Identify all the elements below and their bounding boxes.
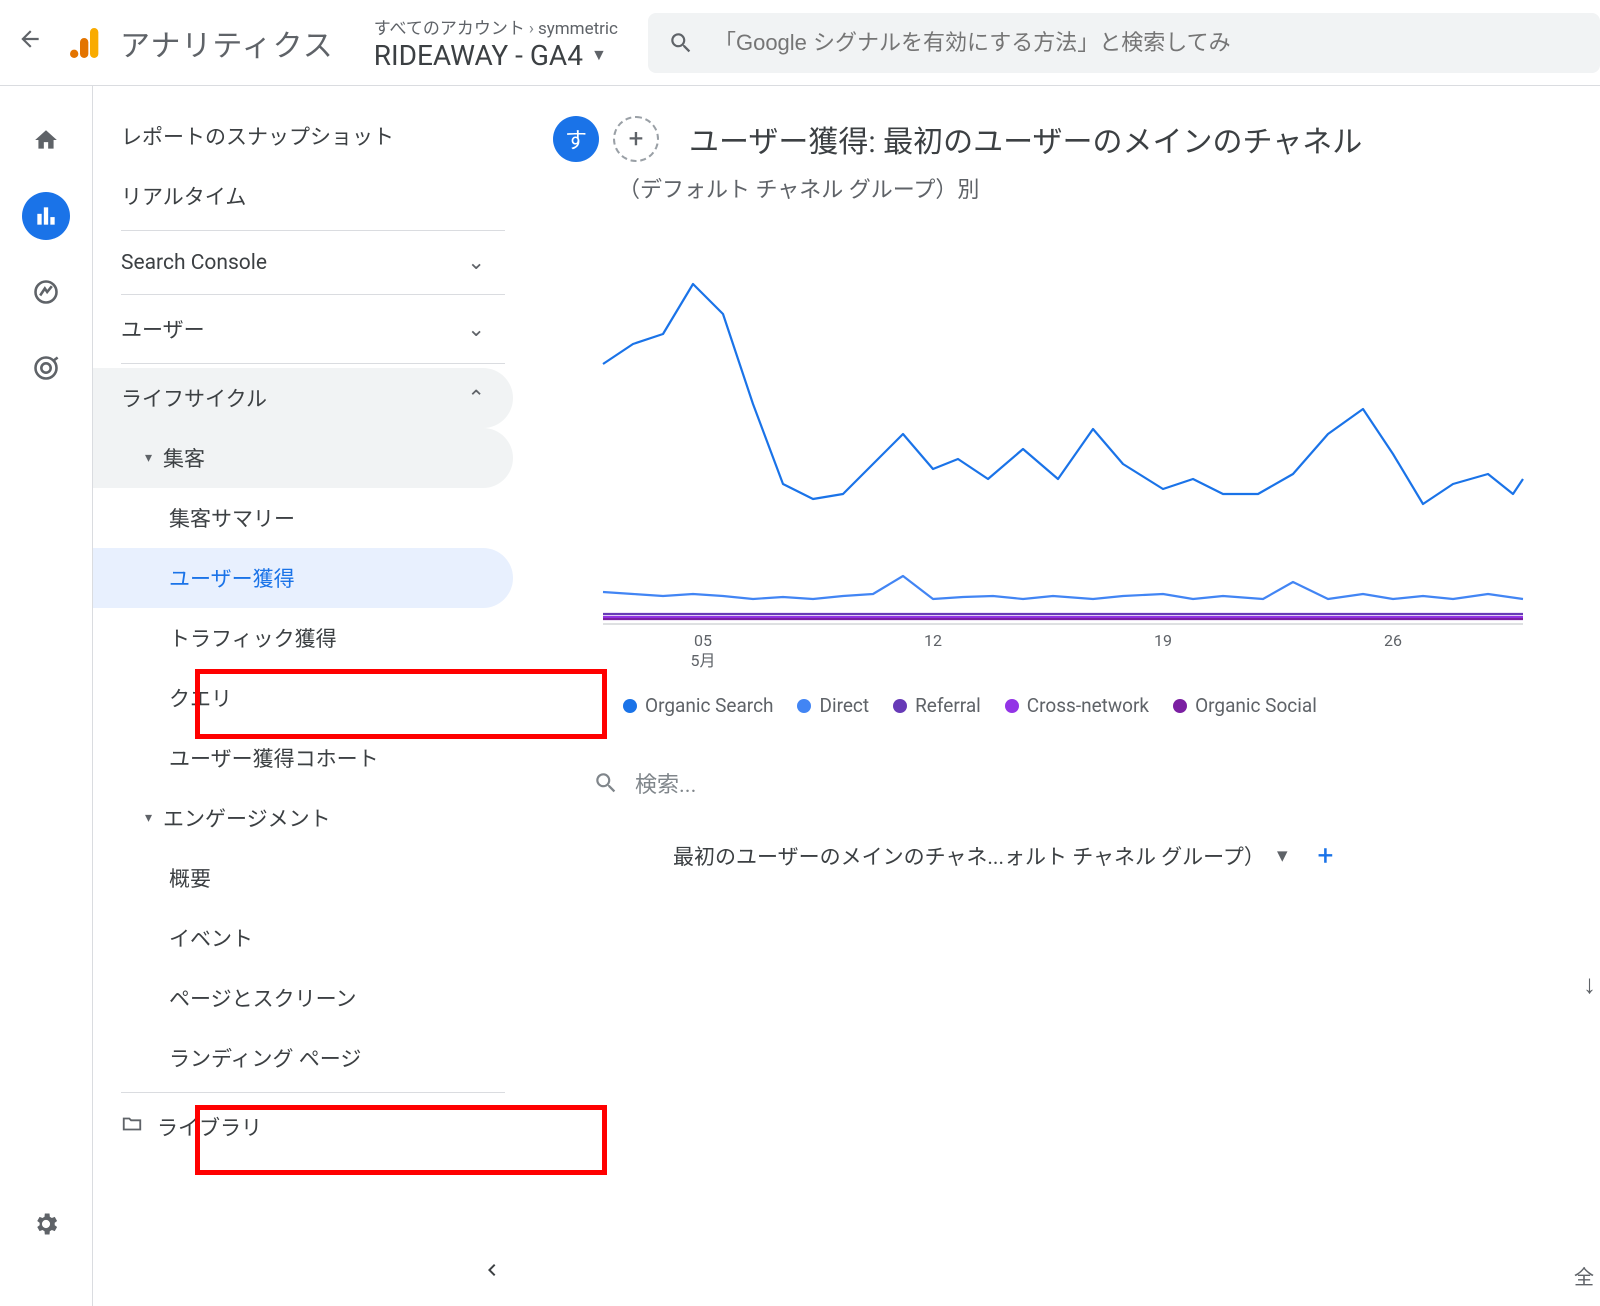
table-search-placeholder: 検索...	[635, 767, 696, 799]
sidebar-collapse-button[interactable]	[479, 1258, 503, 1286]
segment-chip[interactable]: す	[553, 116, 599, 162]
legend-item[interactable]: Referral	[893, 694, 981, 717]
footer-text: 全	[1574, 1261, 1594, 1290]
sidebar-snapshot[interactable]: レポートのスナップショット	[93, 106, 513, 166]
legend-item[interactable]: Organic Search	[623, 694, 773, 717]
sidebar-landing[interactable]: ランディング ページ	[93, 1028, 513, 1088]
sidebar-acquisition[interactable]: ▾集客	[93, 428, 513, 488]
search-icon	[668, 30, 694, 56]
caret-down-icon: ▾	[1277, 843, 1288, 868]
sidebar-user[interactable]: ユーザー⌄	[93, 299, 513, 359]
app-header: アナリティクス すべてのアカウント›symmetric RIDEAWAY - G…	[0, 0, 1600, 86]
legend-dot-icon	[623, 699, 637, 713]
rail-admin[interactable]	[22, 1200, 70, 1248]
sidebar-lifecycle[interactable]: ライフサイクル⌃	[93, 368, 513, 428]
brand-name: アナリティクス	[120, 21, 334, 65]
sidebar-pages-screens[interactable]: ページとスクリーン	[93, 968, 513, 1028]
global-search[interactable]	[648, 13, 1600, 73]
add-segment-button[interactable]: +	[613, 116, 659, 162]
rail-explore[interactable]	[22, 268, 70, 316]
nav-rail	[0, 86, 93, 1306]
sidebar-query[interactable]: クエリ	[93, 668, 513, 728]
account-switcher[interactable]: すべてのアカウント›symmetric RIDEAWAY - GA4▼	[374, 14, 618, 72]
caret-down-icon: ▾	[145, 450, 163, 466]
chart-legend: Organic Search Direct Referral Cross-networ…	[623, 694, 1600, 717]
sidebar-user-acq-cohort[interactable]: ユーザー獲得コホート	[93, 728, 513, 788]
legend-label: Organic Search	[645, 694, 773, 717]
table-search[interactable]: 検索...	[593, 767, 1600, 799]
sidebar-events[interactable]: イベント	[93, 908, 513, 968]
svg-text:05: 05	[694, 631, 712, 650]
line-chart: 055月 12 19 26	[593, 234, 1533, 674]
table-dimension-header[interactable]: 最初のユーザーのメインのチャネ...ォルト チャネル グループ） ▾ +	[673, 839, 1600, 872]
rail-home[interactable]	[22, 116, 70, 164]
legend-label: Organic Social	[1195, 694, 1317, 717]
sidebar-overview[interactable]: 概要	[93, 848, 513, 908]
search-icon	[593, 770, 619, 796]
caret-down-icon: ▾	[145, 810, 163, 826]
sidebar-traffic-acquisition[interactable]: トラフィック獲得	[93, 608, 513, 668]
property-name: RIDEAWAY - GA4▼	[374, 39, 607, 72]
legend-dot-icon	[1173, 699, 1187, 713]
sidebar-engagement[interactable]: ▾エンゲージメント	[93, 788, 513, 848]
account-breadcrumb: すべてのアカウント›symmetric	[374, 14, 618, 39]
legend-item[interactable]: Cross-network	[1005, 694, 1149, 717]
sidebar-search-console[interactable]: Search Console⌄	[93, 235, 513, 290]
chevron-up-icon: ⌃	[467, 386, 485, 411]
legend-label: Direct	[819, 694, 869, 717]
sidebar-realtime[interactable]: リアルタイム	[93, 166, 513, 226]
chevron-down-icon: ⌄	[467, 317, 485, 342]
back-button[interactable]	[0, 26, 60, 59]
legend-label: Referral	[915, 694, 981, 717]
add-dimension-button[interactable]: +	[1317, 839, 1333, 872]
legend-dot-icon	[797, 699, 811, 713]
folder-icon	[121, 1113, 143, 1141]
svg-text:5月: 5月	[691, 651, 716, 670]
sidebar-library[interactable]: ライブラリ	[93, 1097, 513, 1157]
page-subtitle: （デフォルト チャネル グループ）別	[618, 172, 1600, 204]
search-input[interactable]	[714, 30, 1580, 56]
report-main: す + ユーザー獲得: 最初のユーザーのメインのチャネル （デフォルト チャネル…	[533, 86, 1600, 1306]
chevron-down-icon: ⌄	[467, 250, 485, 275]
legend-item[interactable]: Direct	[797, 694, 869, 717]
rail-reports[interactable]	[22, 192, 70, 240]
page-title: ユーザー獲得: 最初のユーザーのメインのチャネル	[689, 117, 1362, 161]
svg-text:19: 19	[1154, 631, 1172, 650]
sidebar-acq-summary[interactable]: 集客サマリー	[93, 488, 513, 548]
legend-item[interactable]: Organic Social	[1173, 694, 1317, 717]
legend-dot-icon	[893, 699, 907, 713]
rail-advertising[interactable]	[22, 344, 70, 392]
svg-text:12: 12	[924, 631, 942, 650]
sort-arrow-icon[interactable]: ↓	[1583, 969, 1596, 1000]
legend-label: Cross-network	[1027, 694, 1149, 717]
report-sidebar: レポートのスナップショット リアルタイム Search Console⌄ ユーザ…	[93, 86, 533, 1306]
analytics-logo-icon	[60, 18, 110, 68]
svg-text:26: 26	[1384, 631, 1402, 650]
legend-dot-icon	[1005, 699, 1019, 713]
sidebar-user-acquisition[interactable]: ユーザー獲得	[93, 548, 513, 608]
